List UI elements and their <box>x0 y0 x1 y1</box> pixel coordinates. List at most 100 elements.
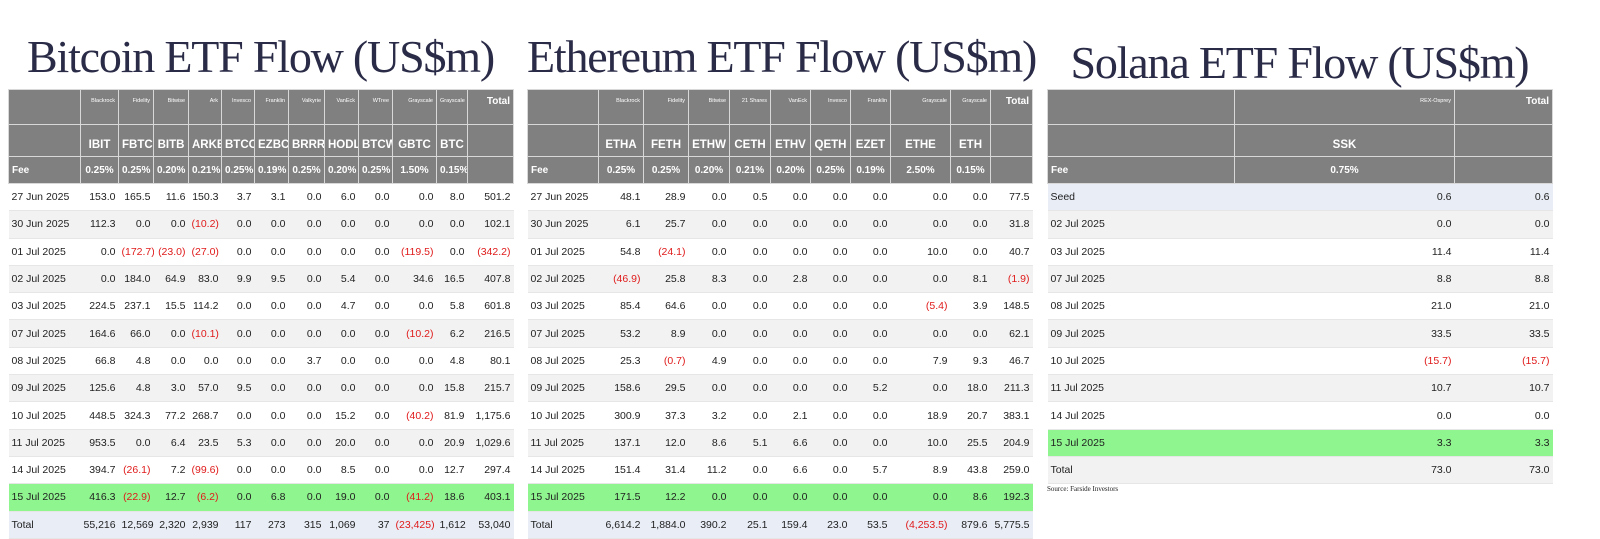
flow-cell: (0.7) <box>643 347 689 376</box>
row-label: 08 Jul 2025 <box>1047 292 1235 321</box>
row-label: 15 Jul 2025 <box>1047 429 1235 457</box>
flow-cell: 164.6 <box>80 319 119 348</box>
total-header: Total <box>1454 89 1553 125</box>
total-cell: 273 <box>254 511 289 539</box>
flow-cell: 9.5 <box>221 374 255 403</box>
issuer-row: Blackrock Fidelity Bitwise Ark Invesco Frankl… <box>8 89 514 125</box>
flow-cell: 21.0 <box>1454 292 1553 321</box>
flow-cell: 8.6 <box>688 429 730 457</box>
flow-cell: 0.0 <box>950 319 991 348</box>
flow-cell: 151.4 <box>598 456 644 485</box>
issuer-cell: VanEck <box>770 89 811 125</box>
flow-cell: 0.0 <box>810 483 851 512</box>
flow-cell: (46.9) <box>598 265 644 294</box>
data-row: 11 Jul 2025 953.5 0.0 6.4 23.5 5.3 0.0 0.0 20.0 0… <box>8 429 514 457</box>
flow-cell: (10.2) <box>392 319 437 348</box>
flow-cell: 0.0 <box>288 319 325 348</box>
flow-cell: 0.0 <box>850 401 891 430</box>
blank-cell <box>467 124 514 157</box>
issuer-cell: Blackrock <box>598 89 644 125</box>
flow-cell: (40.2) <box>392 401 437 430</box>
flow-cell: 5.3 <box>221 429 255 457</box>
data-row: 08 Jul 2025 21.0 21.0 <box>1047 292 1553 321</box>
flow-cell: 0.0 <box>770 319 811 348</box>
total-cell: 2,320 <box>153 511 189 539</box>
flow-cell: 8.8 <box>1454 265 1553 294</box>
flow-cell: 953.5 <box>80 429 119 457</box>
flow-cell: 11.6 <box>153 183 189 212</box>
flow-cell: 0.0 <box>118 429 154 457</box>
total-cell: 1,884.0 <box>643 511 689 539</box>
row-label: 08 Jul 2025 <box>527 347 599 376</box>
row-label: 09 Jul 2025 <box>8 374 81 403</box>
total-cell: 53,040 <box>467 511 514 539</box>
flow-cell: 37.3 <box>643 401 689 430</box>
row-label: 14 Jul 2025 <box>527 456 599 485</box>
data-row: 08 Jul 2025 66.8 4.8 0.0 0.0 0.0 0.0 3.7 0.0 0.0 0… <box>8 347 514 376</box>
flow-cell: 3.2 <box>688 401 730 430</box>
flow-cell: 150.3 <box>188 183 222 212</box>
flow-cell: 0.0 <box>221 319 255 348</box>
data-row: 14 Jul 2025 0.0 0.0 <box>1047 401 1553 430</box>
flow-cell: 0.0 <box>436 210 468 239</box>
flow-cell: 0.0 <box>890 374 951 403</box>
flow-cell: 62.1 <box>990 319 1033 348</box>
flow-cell: 102.1 <box>467 210 514 239</box>
fee-cell: 2.50% <box>890 156 951 184</box>
row-label: 10 Jul 2025 <box>8 401 81 430</box>
flow-cell: 5.7 <box>850 456 891 485</box>
flow-cell: 5.8 <box>436 292 468 321</box>
total-cell: 73.0 <box>1454 456 1553 485</box>
flow-cell: 0.0 <box>358 429 393 457</box>
total-cell: 2,939 <box>188 511 222 539</box>
flow-cell: 0.0 <box>729 238 771 266</box>
flow-cell: (5.4) <box>890 292 951 321</box>
flow-cell: 7.2 <box>153 456 189 485</box>
total-cell: 315 <box>288 511 325 539</box>
ticker-row: ETHA FETH ETHW CETH ETHV QETH EZET ETHE ETH <box>527 124 1033 157</box>
flow-cell: 0.0 <box>221 238 255 266</box>
flow-cell: 192.3 <box>990 483 1033 512</box>
blank-cell <box>1454 156 1553 184</box>
flow-cell: 0.0 <box>80 265 119 294</box>
flow-cell: 224.5 <box>80 292 119 321</box>
flow-cell: (119.5) <box>392 238 437 266</box>
flow-cell: 0.0 <box>254 347 289 376</box>
flow-cell: 16.5 <box>436 265 468 294</box>
flow-cell: 268.7 <box>188 401 222 430</box>
ticker-cell: IBIT <box>80 124 119 157</box>
flow-cell: 158.6 <box>598 374 644 403</box>
flow-cell: 0.0 <box>254 210 289 239</box>
flow-cell: 0.0 <box>810 183 851 212</box>
page: Source: Farside Investors (() => { const… <box>8 31 1553 539</box>
flow-cell: 8.9 <box>890 456 951 485</box>
flow-cell: 8.0 <box>436 183 468 212</box>
table-body: Blackrock Fidelity Bitwise Ark Invesco Frankl… <box>8 89 514 539</box>
row-label: 11 Jul 2025 <box>8 429 81 457</box>
flow-cell: 40.7 <box>990 238 1033 266</box>
fee-label: Fee <box>1047 156 1235 184</box>
flow-cell: 0.0 <box>770 347 811 376</box>
flow-cell: 3.3 <box>1234 429 1455 457</box>
flow-cell: 407.8 <box>467 265 514 294</box>
flow-cell: 12.7 <box>153 483 189 512</box>
row-label: 03 Jul 2025 <box>8 292 81 321</box>
flow-cell: 0.0 <box>688 210 730 239</box>
flow-cell: (41.2) <box>392 483 437 512</box>
row-label: 11 Jul 2025 <box>527 429 599 457</box>
ticker-cell: BRRR <box>288 124 325 157</box>
flow-cell: 0.0 <box>729 456 771 485</box>
data-row: Seed 0.6 0.6 <box>1047 183 1553 212</box>
flow-cell: (15.7) <box>1454 347 1553 376</box>
flow-cell: (10.1) <box>188 319 222 348</box>
flow-cell: 0.0 <box>810 401 851 430</box>
flow-cell: 0.0 <box>358 374 393 403</box>
data-row: 30 Jun 2025 6.1 25.7 0.0 0.0 0.0 0.0 0.0 0.0 0.0 3… <box>527 210 1033 239</box>
flow-cell: 31.4 <box>643 456 689 485</box>
flow-cell: 0.0 <box>288 292 325 321</box>
flow-cell: 0.0 <box>288 265 325 294</box>
flow-cell: 0.0 <box>688 183 730 212</box>
issuer-cell: Franklin <box>254 89 289 125</box>
table-title: Solana ETF Flow (US$m) <box>1070 37 1530 88</box>
